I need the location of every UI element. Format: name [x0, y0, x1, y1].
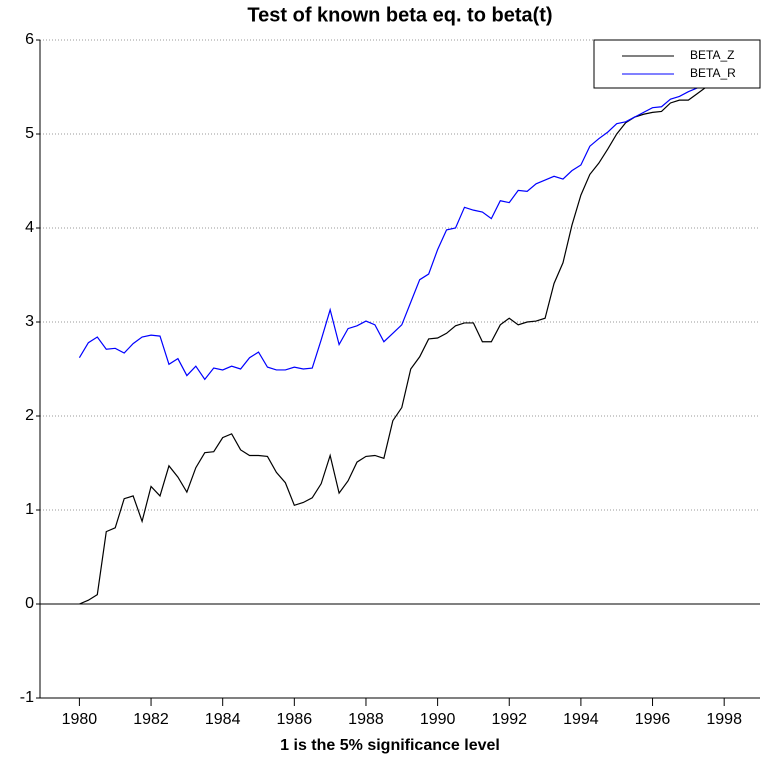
x-tick-label: 1988 — [348, 711, 384, 728]
y-tick-label: -1 — [20, 689, 34, 706]
x-tick-label: 1980 — [62, 711, 98, 728]
x-tick-label: 1992 — [491, 711, 527, 728]
x-tick-label: 1998 — [706, 711, 742, 728]
x-tick-label: 1996 — [635, 711, 671, 728]
legend-box — [593, 39, 761, 89]
x-tick-label: 1986 — [277, 711, 313, 728]
series-line — [78, 84, 707, 381]
y-tick-label: 3 — [25, 313, 34, 330]
y-tick-label: 0 — [25, 595, 34, 612]
y-tick-label: 1 — [25, 501, 34, 518]
legend-label: BETA_Z — [690, 48, 734, 62]
x-tick-label: 1982 — [133, 711, 169, 728]
series-line — [79, 86, 707, 605]
legend-label: BETA_R — [690, 66, 736, 80]
y-tick-label: 6 — [25, 31, 34, 48]
y-tick-label: 5 — [25, 125, 34, 142]
chart-title: Test of known beta eq. to beta(t) — [247, 4, 552, 26]
x-tick-label: 1990 — [420, 711, 456, 728]
x-tick-label: 1984 — [205, 711, 241, 728]
x-axis-label: 1 is the 5% significance level — [280, 737, 500, 754]
y-tick-label: 2 — [25, 407, 34, 424]
x-tick-label: 1994 — [563, 711, 599, 728]
y-tick-label: 4 — [25, 219, 34, 236]
